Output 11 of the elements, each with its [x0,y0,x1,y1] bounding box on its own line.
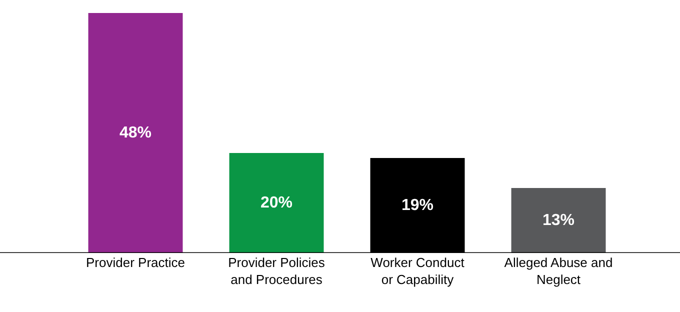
data-label: 20% [260,194,293,212]
x-tick-label: Alleged Abuse and Neglect [504,255,613,287]
data-label: 48% [119,124,152,142]
bar [88,12,183,253]
bar [229,152,324,253]
x-tick-label: Provider Practice [86,255,185,270]
data-label: 19% [401,196,434,214]
x-tick-label: Worker Conduct or Capability [370,255,465,287]
x-tick-label: Provider Policies and Procedures [228,255,326,287]
data-label: 13% [542,212,575,229]
bar [511,188,606,253]
